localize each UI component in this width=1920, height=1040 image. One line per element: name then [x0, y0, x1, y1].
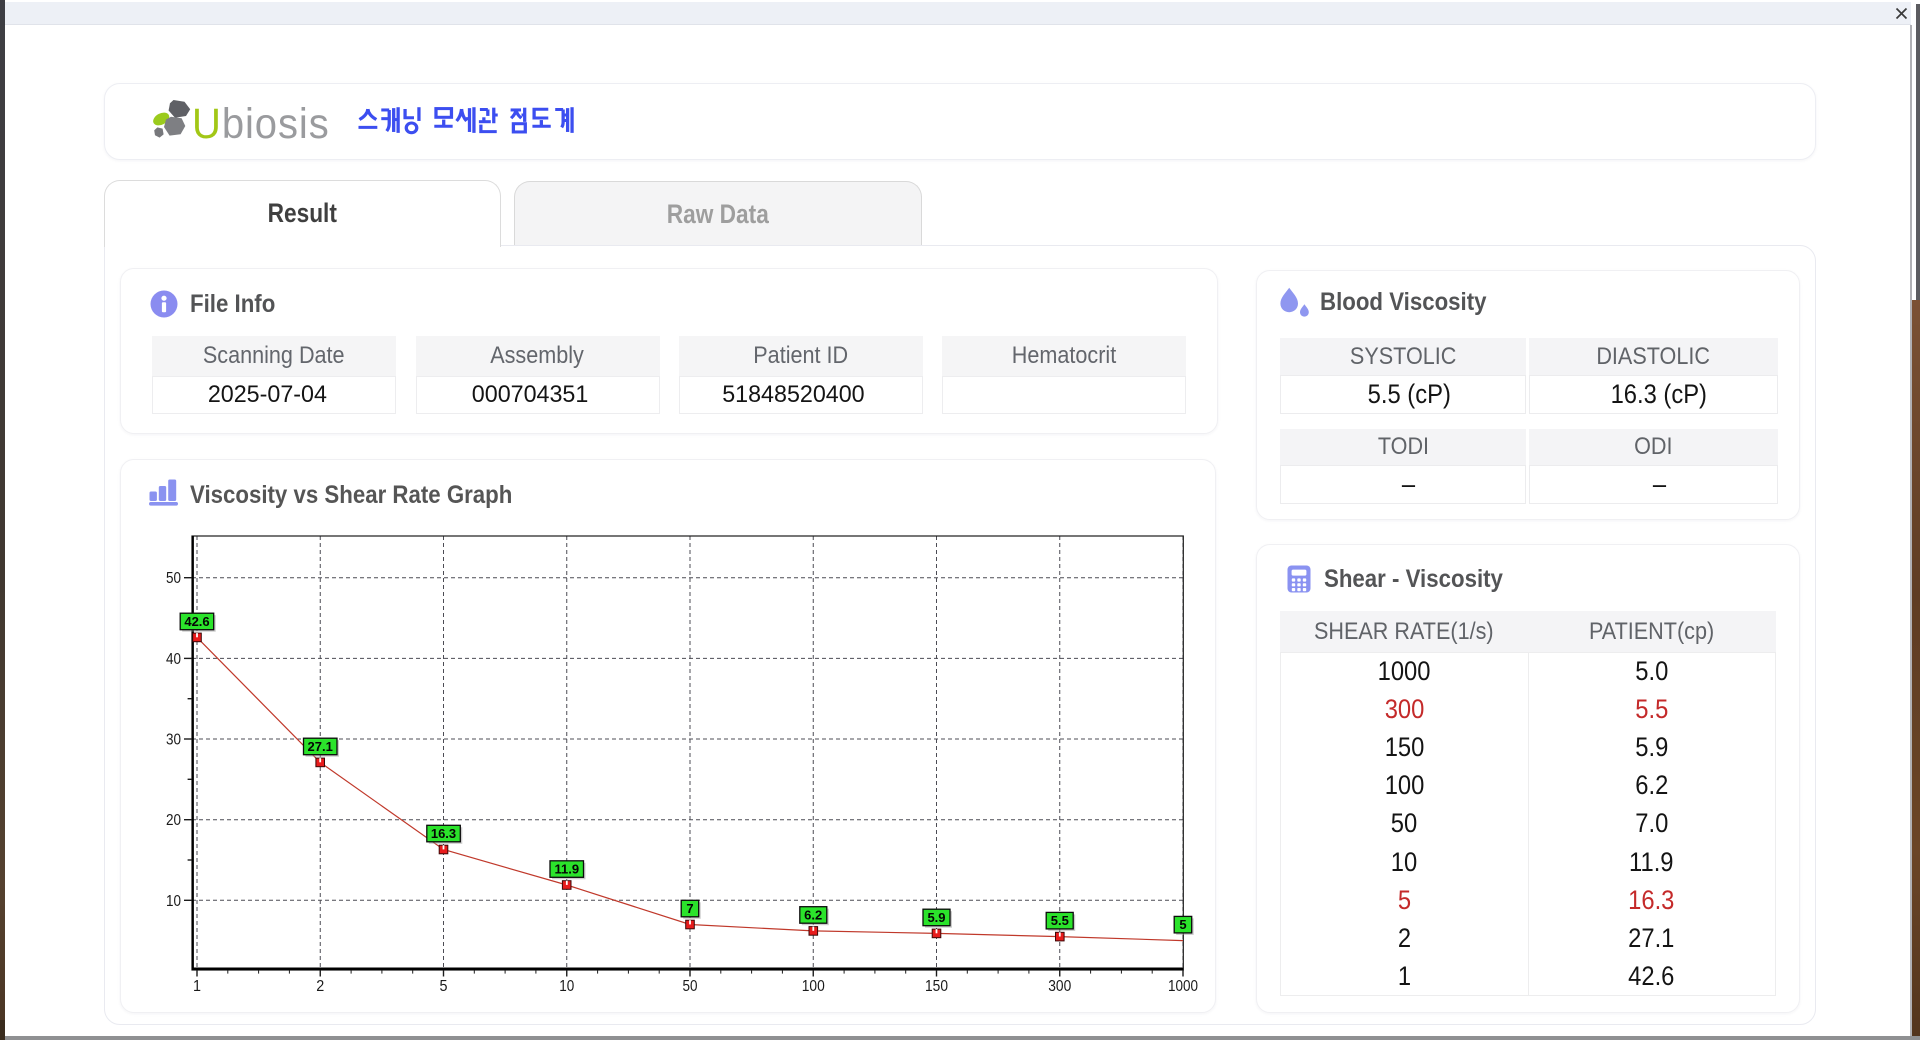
- svg-text:5: 5: [440, 978, 448, 995]
- svg-text:1000: 1000: [1168, 978, 1198, 995]
- svg-text:40: 40: [166, 651, 181, 668]
- svg-text:50: 50: [683, 978, 698, 995]
- svg-text:5: 5: [1179, 917, 1186, 932]
- svg-text:6.2: 6.2: [804, 907, 822, 922]
- svg-text:1: 1: [193, 978, 201, 995]
- svg-text:11.9: 11.9: [555, 861, 580, 876]
- svg-text:42.6: 42.6: [184, 614, 209, 629]
- svg-text:7: 7: [686, 901, 693, 916]
- svg-text:100: 100: [802, 978, 825, 995]
- svg-text:5.5: 5.5: [1051, 913, 1069, 928]
- svg-text:16.3: 16.3: [431, 826, 456, 841]
- svg-text:20: 20: [166, 812, 181, 829]
- svg-text:30: 30: [166, 732, 181, 749]
- svg-text:2: 2: [316, 978, 324, 995]
- svg-text:5.9: 5.9: [927, 910, 945, 925]
- svg-text:10: 10: [559, 978, 574, 995]
- svg-text:150: 150: [925, 978, 948, 995]
- svg-text:27.1: 27.1: [308, 739, 333, 754]
- svg-text:10: 10: [166, 893, 181, 910]
- svg-text:300: 300: [1048, 978, 1071, 995]
- svg-text:50: 50: [166, 570, 181, 587]
